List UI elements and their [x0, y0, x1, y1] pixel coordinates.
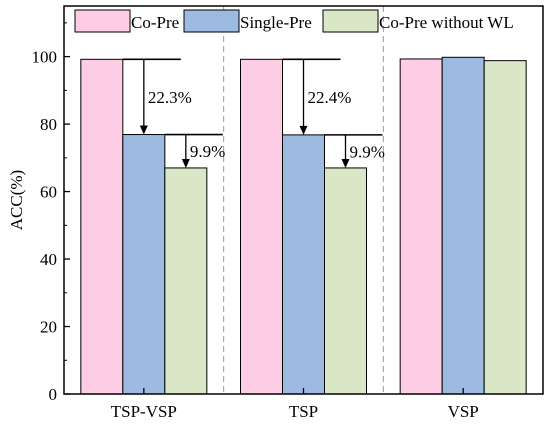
bar-single-pre-tsp — [282, 134, 325, 395]
bar-co-pre-without-wl-vsp — [483, 60, 527, 395]
legend-swatch-co-pre — [74, 9, 131, 33]
bar-co-pre-vsp — [399, 58, 443, 395]
annotation-label: 22.3% — [148, 88, 192, 107]
axes: 0 20 40 60 80 100 TSP-VSP TSP VSP — [32, 5, 544, 421]
bar-single-pre-vsp — [441, 56, 485, 395]
bars — [80, 56, 527, 395]
annotation-arrowhead — [139, 125, 148, 135]
y-tick-label: 80 — [40, 115, 57, 134]
annotation-arrowhead — [299, 125, 308, 135]
y-tick-label: 60 — [40, 183, 57, 202]
x-tick-label: TSP — [289, 402, 318, 421]
bar-co-pre-tsp — [240, 58, 283, 395]
y-axis-label: ACC(%) — [7, 170, 26, 230]
bar-co-pre-without-wl-tsp-vsp — [164, 167, 208, 395]
bar-co-pre-tsp-vsp — [80, 58, 124, 395]
y-tick-label: 0 — [49, 385, 58, 404]
annotation-arrowhead — [181, 158, 190, 168]
annotation-arrowhead — [341, 158, 350, 168]
x-tick-label: VSP — [448, 402, 479, 421]
legend-swatch-co-pre-without-wl — [322, 9, 379, 33]
y-tick-label: 40 — [40, 250, 57, 269]
legend: Co-Pre Single-Pre Co-Pre without WL — [74, 9, 514, 33]
annotation-label: 9.9% — [350, 142, 385, 161]
y-tick-label: 20 — [40, 318, 57, 337]
legend-label-co-pre-without-wl: Co-Pre without WL — [379, 13, 514, 32]
bar-co-pre-without-wl-tsp — [324, 167, 367, 395]
annotation-label: 22.4% — [308, 88, 352, 107]
legend-label-co-pre: Co-Pre — [131, 13, 179, 32]
annotation-label: 9.9% — [190, 142, 225, 161]
legend-label-single-pre: Single-Pre — [240, 13, 312, 32]
legend-swatch-single-pre — [183, 9, 240, 33]
y-tick-label: 100 — [32, 48, 58, 67]
annotations: 22.3% 9.9% 22.4% 9.9% — [122, 58, 385, 168]
bar-single-pre-tsp-vsp — [122, 134, 166, 395]
group-separators — [223, 6, 384, 394]
x-tick-label: TSP-VSP — [111, 402, 177, 421]
